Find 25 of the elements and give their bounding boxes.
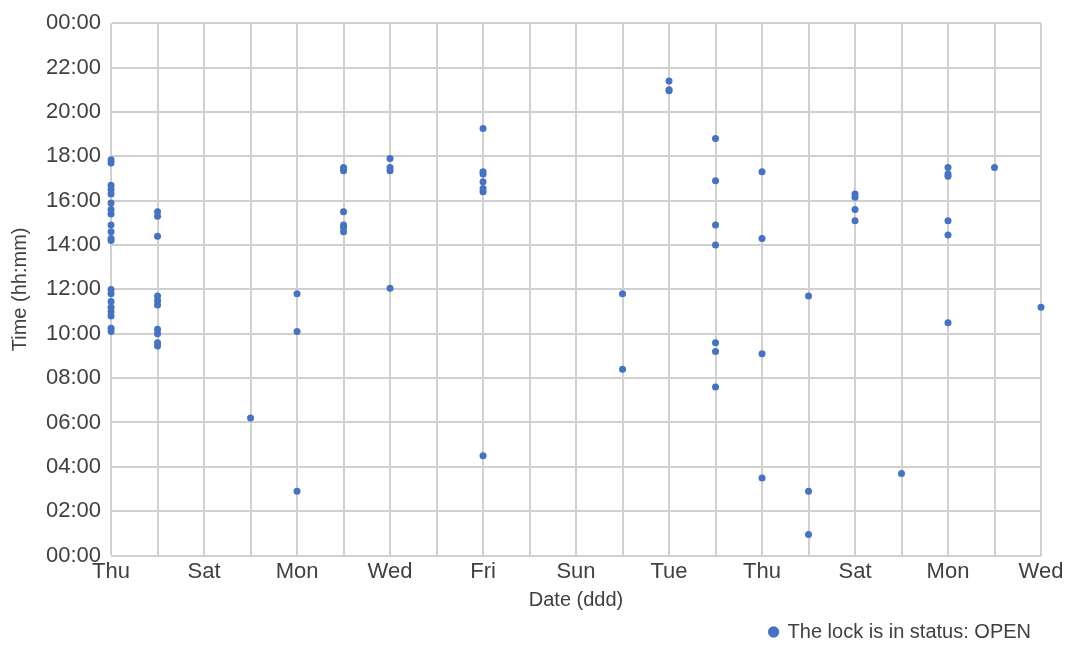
y-tick-label: 06:00 xyxy=(45,408,102,434)
x-tick-label: Mon xyxy=(275,557,319,583)
y-tick-label: 02:00 xyxy=(45,497,102,523)
y-tick-label: 16:00 xyxy=(45,186,102,212)
y-tick-label: 12:00 xyxy=(45,275,102,301)
x-tick-label: Thu xyxy=(743,557,781,583)
x-tick-label: Sat xyxy=(187,557,221,583)
x-tick-label: Sat xyxy=(838,557,872,583)
x-tick-label: Sun xyxy=(556,557,596,583)
y-tick-label: 14:00 xyxy=(45,231,102,257)
y-tick-label: 00:00 xyxy=(45,9,102,35)
y-axis-title: Time (hh:mm) xyxy=(7,227,30,352)
y-tick-label: 22:00 xyxy=(45,53,102,79)
y-tick-label: 10:00 xyxy=(45,319,102,345)
x-axis-title: Date (ddd) xyxy=(528,587,624,610)
y-tick-label: 08:00 xyxy=(45,364,102,390)
y-tick-label: 04:00 xyxy=(45,452,102,478)
y-tick-label: 18:00 xyxy=(45,142,102,168)
x-tick-label: Fri xyxy=(470,557,496,583)
x-tick-label: Mon xyxy=(926,557,970,583)
x-tick-label: Tue xyxy=(650,557,688,583)
x-tick-label: Wed xyxy=(1018,557,1064,583)
x-tick-label: Wed xyxy=(367,557,413,583)
y-tick-label: 20:00 xyxy=(45,98,102,123)
legend-label: The lock is in status: OPEN xyxy=(787,619,1031,642)
